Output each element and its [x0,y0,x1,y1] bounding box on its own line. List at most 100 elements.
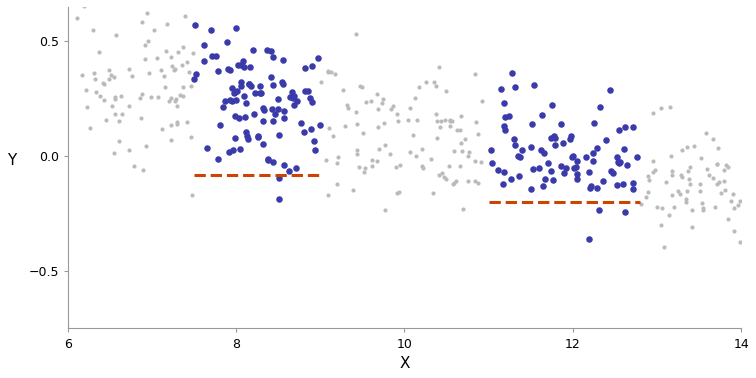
Point [231,98,243,104]
Point [240,129,252,135]
Point [627,186,640,192]
Point [545,168,557,174]
Point [241,133,253,139]
Point [107,150,119,156]
Point [469,119,482,125]
Point [262,157,274,163]
Point [129,163,141,169]
Point [169,67,181,73]
Point [224,67,236,73]
Point [278,115,290,121]
Point [547,177,559,183]
Point [224,97,236,103]
Point [646,110,658,116]
Point [367,163,379,169]
Point [430,111,442,117]
Point [314,122,327,129]
Point [151,54,163,60]
Point [265,48,277,54]
Point [448,180,460,186]
Point [433,172,445,178]
Point [463,149,475,155]
Point [435,170,448,176]
Point [499,114,511,120]
Point [267,54,279,60]
Point [503,113,515,119]
Point [559,165,572,171]
Point [613,160,625,166]
Point [237,93,249,99]
Point [727,191,739,197]
Point [392,189,404,195]
Point [265,74,277,80]
Point [612,127,624,133]
Point [138,42,150,48]
Point [347,187,359,193]
Point [98,79,110,85]
Point [287,93,299,99]
Point [241,133,253,139]
Point [588,120,600,126]
Point [492,167,504,173]
Point [175,62,187,68]
Point [360,99,372,105]
Point [456,148,468,154]
Point [169,67,181,73]
Point [494,86,507,92]
Point [565,154,578,160]
Point [267,54,279,60]
Point [497,181,510,187]
Point [106,103,118,109]
Point [314,79,327,85]
Point [265,48,277,54]
Point [312,55,324,61]
Point [238,115,250,121]
Point [271,96,284,102]
Point [94,93,106,99]
Point [476,98,488,104]
Point [671,188,683,194]
Point [427,79,439,85]
Point [226,85,238,91]
Point [299,88,311,94]
Point [439,176,451,182]
Point [557,140,569,146]
Point [674,191,686,197]
Point [542,160,554,166]
Point [545,135,557,141]
Point [240,100,252,106]
Point [88,76,101,82]
Point [262,156,274,162]
Point [247,47,259,53]
Point [378,120,390,126]
Point [635,201,647,207]
Point [105,72,117,78]
Point [265,74,277,80]
Point [126,73,138,79]
Point [231,98,243,104]
Point [542,160,554,166]
Point [299,88,311,94]
Point [115,93,127,99]
Point [181,119,194,125]
Point [132,0,144,6]
Point [497,123,510,129]
Point [141,38,153,44]
Point [291,98,303,104]
Point [655,222,667,228]
Point [431,135,443,141]
Point [185,83,197,89]
Point [205,27,217,33]
Point [254,90,266,96]
Point [276,79,288,85]
Point [234,84,246,90]
Point [513,173,525,179]
Point [572,176,584,182]
Point [429,82,442,88]
Point [188,76,200,82]
Point [359,165,371,171]
Point [212,156,225,162]
Point [469,71,482,77]
Point [587,158,599,164]
Point [444,124,456,130]
